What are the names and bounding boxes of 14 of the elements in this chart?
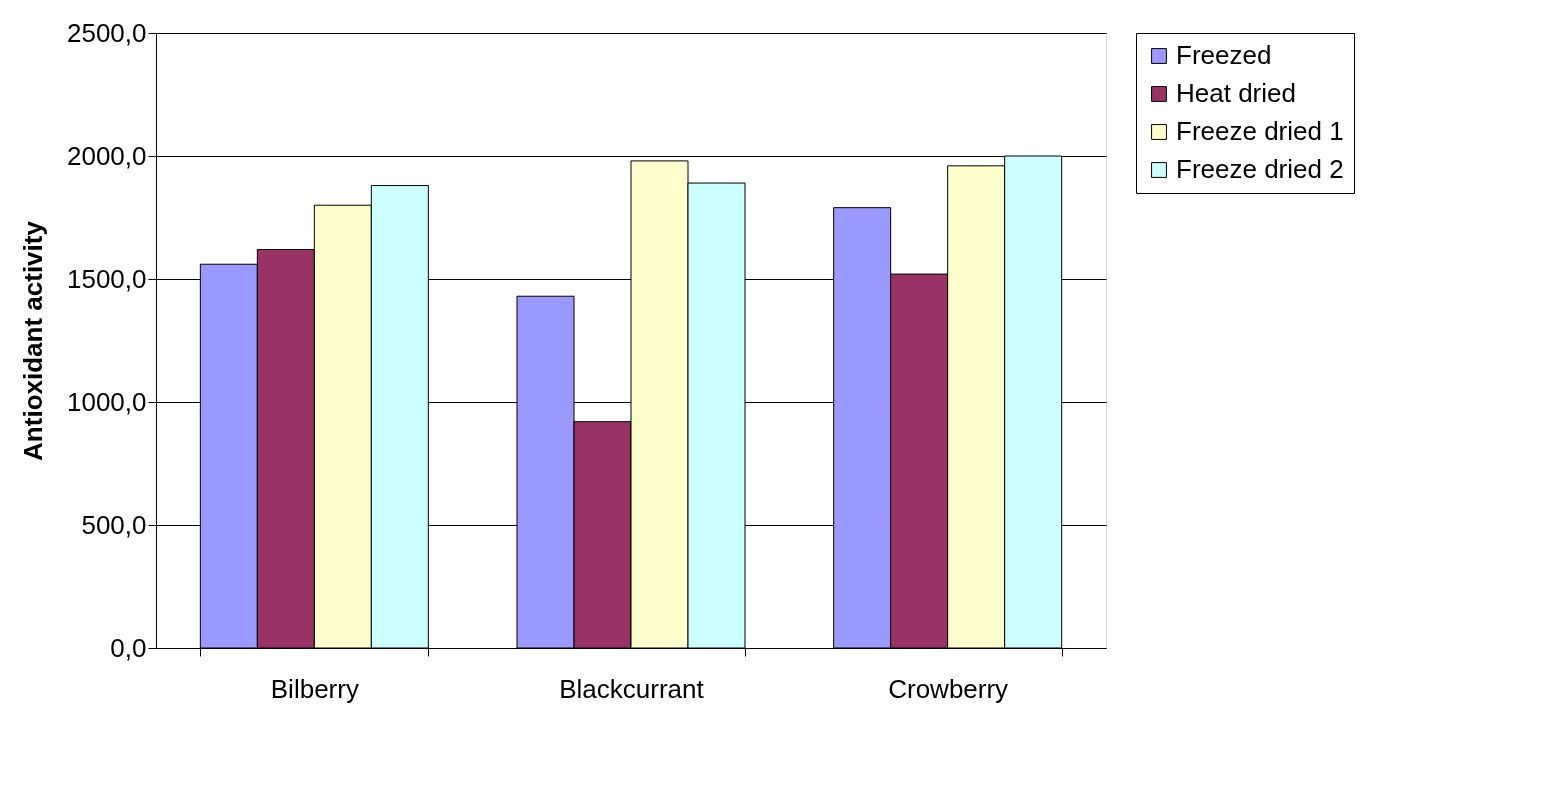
legend-label: Freeze dried 1 <box>1176 116 1344 146</box>
legend-label: Heat dried <box>1176 78 1296 108</box>
legend-label: Freezed <box>1176 40 1272 70</box>
y-tick-label: 2500,0 <box>66 17 147 48</box>
y-axis-title: Antioxidant activity <box>17 220 48 461</box>
y-tick-label: 0,0 <box>110 632 147 663</box>
legend-label: Freeze dried 2 <box>1176 154 1344 184</box>
x-tick-label: Crowberry <box>888 673 1009 704</box>
x-tick-label: Blackcurrant <box>559 673 705 704</box>
y-tick-label: 1500,0 <box>66 263 147 294</box>
x-tick-label: Bilberry <box>270 673 359 704</box>
y-tick-label: 500,0 <box>81 509 147 540</box>
y-tick-label: 1000,0 <box>66 386 147 417</box>
y-tick-label: 2000,0 <box>66 140 147 171</box>
